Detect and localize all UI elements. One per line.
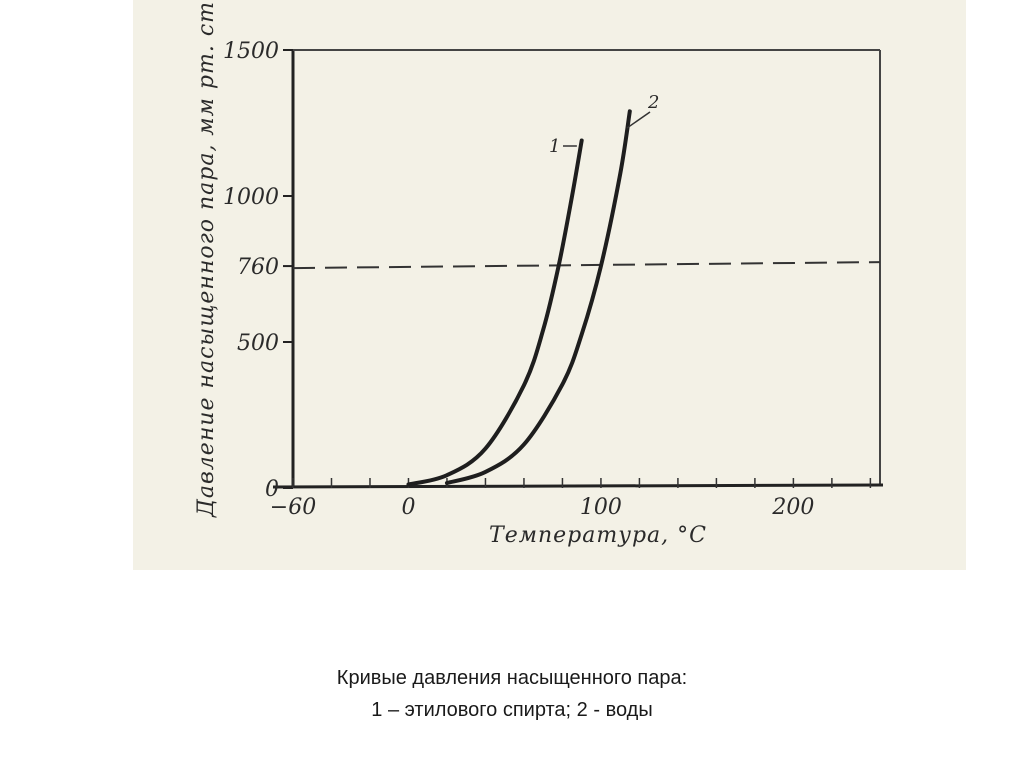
x-tick-label: 0 [401, 495, 415, 520]
curves [406, 109, 632, 487]
y-tick-label: 760 [237, 255, 279, 280]
x-axis-title: Температура, °С [489, 523, 707, 548]
y-tick-label: 0 [265, 477, 279, 502]
caption-line-2: 1 – этилового спирта; 2 - воды [371, 699, 653, 721]
chart-figure: 0 500 760 1000 1500 −60 0 100 200 1 2 Давление … [133, 0, 966, 570]
x-tick-label: 100 [580, 495, 622, 520]
series-1-line [406, 138, 584, 487]
y-axis-title: Давление насыщенного пара, мм рт. ст. [194, 0, 219, 518]
x-axis-line [272, 483, 884, 489]
series-2-line [444, 109, 632, 486]
caption-line-1: Кривые давления насыщенного пара: [336, 667, 688, 689]
reference-line-760 [292, 261, 881, 270]
y-tick-label: 500 [237, 331, 279, 356]
y-tick-label: 1500 [223, 39, 279, 64]
caption: Кривые давления насыщенного пара: 1 – эт… [0, 662, 1024, 726]
x-tick-label: −60 [270, 495, 316, 520]
curve-1-label: 1 [549, 136, 560, 157]
y-tick-label: 1000 [223, 185, 279, 210]
x-ticks: −60 0 100 200 [270, 478, 872, 520]
y-ticks: 0 500 760 1000 1500 [223, 39, 293, 502]
curve-2-leader [626, 111, 651, 129]
curve-2-label: 2 [647, 92, 659, 113]
x-tick-label: 200 [771, 495, 814, 520]
